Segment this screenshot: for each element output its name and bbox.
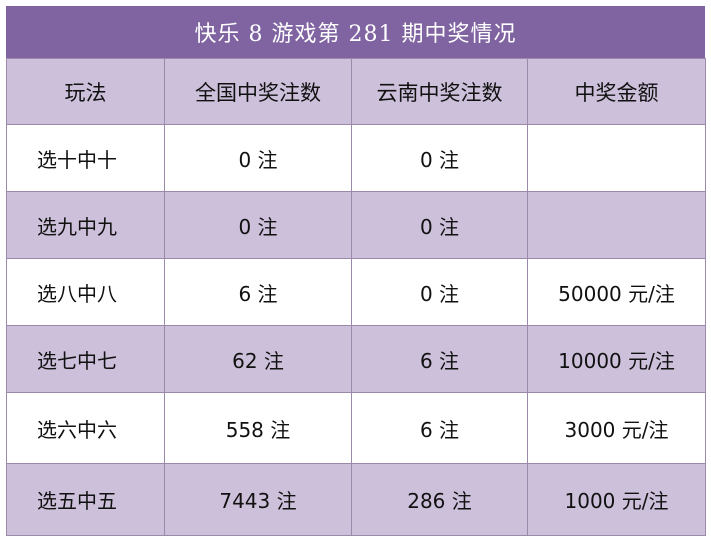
national-cell: 62 注: [164, 325, 352, 393]
table-row: 选八中八 6 注 0 注 50000 元/注: [6, 258, 706, 326]
yunnan-cell: 0 注: [351, 124, 528, 192]
play-cell: 选九中九: [6, 191, 165, 259]
table-row: 选九中九 0 注 0 注: [6, 191, 706, 259]
national-cell: 0 注: [164, 124, 352, 192]
prize-cell: [527, 124, 706, 192]
prize-cell: [527, 191, 706, 259]
yunnan-cell: 6 注: [351, 392, 528, 464]
yunnan-cell: 286 注: [351, 463, 528, 536]
play-cell: 选六中六: [6, 392, 165, 464]
yunnan-cell: 0 注: [351, 191, 528, 259]
prize-cell: 50000 元/注: [527, 258, 706, 326]
play-cell: 选八中八: [6, 258, 165, 326]
national-cell: 6 注: [164, 258, 352, 326]
play-cell: 选十中十: [6, 124, 165, 192]
national-cell: 7443 注: [164, 463, 352, 536]
table-title: 快乐 8 游戏第 281 期中奖情况: [6, 6, 705, 58]
header-play: 玩法: [6, 58, 165, 125]
yunnan-cell: 6 注: [351, 325, 528, 393]
table-row: 选七中七 62 注 6 注 10000 元/注: [6, 325, 706, 393]
table-row: 选十中十 0 注 0 注: [6, 124, 706, 192]
prize-cell: 3000 元/注: [527, 392, 706, 464]
lottery-results-table-container: 快乐 8 游戏第 281 期中奖情况 玩法 全国中奖注数 云南中奖注数 中奖金额…: [6, 6, 706, 536]
header-prize-amount: 中奖金额: [527, 58, 706, 125]
table-row: 选五中五 7443 注 286 注 1000 元/注: [6, 463, 706, 536]
header-national-winners: 全国中奖注数: [164, 58, 352, 125]
play-cell: 选五中五: [6, 463, 165, 536]
header-yunnan-winners: 云南中奖注数: [351, 58, 528, 125]
results-table: 玩法 全国中奖注数 云南中奖注数 中奖金额 选十中十 0 注 0 注 选九中九 …: [6, 58, 706, 536]
play-cell: 选七中七: [6, 325, 165, 393]
yunnan-cell: 0 注: [351, 258, 528, 326]
national-cell: 0 注: [164, 191, 352, 259]
national-cell: 558 注: [164, 392, 352, 464]
prize-cell: 10000 元/注: [527, 325, 706, 393]
header-row: 玩法 全国中奖注数 云南中奖注数 中奖金额: [6, 58, 706, 125]
table-row: 选六中六 558 注 6 注 3000 元/注: [6, 392, 706, 464]
prize-cell: 1000 元/注: [527, 463, 706, 536]
